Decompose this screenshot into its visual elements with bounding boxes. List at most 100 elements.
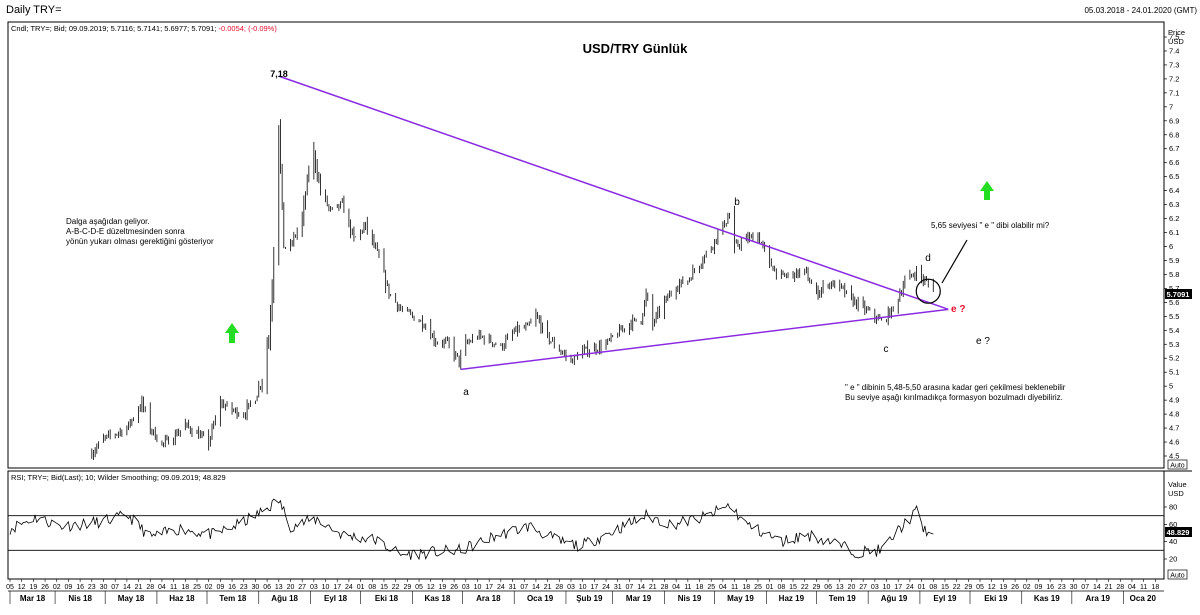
week-tick-label: 31	[614, 584, 622, 591]
price-auto-scale-button[interactable]	[1167, 459, 1188, 470]
rsi-axis-unit: USD	[1168, 489, 1184, 498]
week-tick-label: 07	[111, 584, 119, 591]
price-tick-label: 4.7	[1169, 424, 1179, 433]
rsi-info-line: RSI; TRY=; Bid(Last); 10; Wilder Smoothi…	[11, 473, 226, 482]
month-label: Kas 18	[425, 594, 451, 603]
month-label: Ara 19	[1085, 594, 1110, 603]
week-tick-label: 29	[403, 584, 411, 591]
date-range: 05.03.2018 - 24.01.2020 (GMT)	[1084, 6, 1197, 15]
week-tick-label: 21	[135, 584, 143, 591]
month-label: Mar 18	[20, 594, 46, 603]
week-tick-label: 18	[181, 584, 189, 591]
price-tick-label: 6	[1169, 242, 1173, 251]
month-label: May 19	[727, 594, 754, 603]
price-auto-label: Auto	[1170, 463, 1185, 470]
month-label: Haz 18	[169, 594, 195, 603]
week-tick-label: 14	[637, 584, 645, 591]
price-tick-label: 6.2	[1169, 214, 1179, 223]
price-tick-label: 7.1	[1169, 88, 1179, 97]
price-tick-label: 6.4	[1169, 186, 1179, 195]
wave-e-red-label: e ?	[951, 304, 965, 315]
peak-label: 7,18	[270, 69, 288, 79]
month-label: Mar 19	[626, 594, 652, 603]
week-tick-label: 21	[649, 584, 657, 591]
week-tick-label: 04	[1128, 584, 1136, 591]
rsi-auto-label: Auto	[1170, 573, 1185, 580]
week-tick-label: 27	[298, 584, 306, 591]
price-tick-label: 6.3	[1169, 200, 1179, 209]
week-tick-label: 06	[824, 584, 832, 591]
chart-title: USD/TRY Günlük	[583, 41, 689, 56]
week-tick-label: 24	[602, 584, 610, 591]
week-tick-label: 21	[1105, 584, 1113, 591]
week-tick-label: 04	[158, 584, 166, 591]
week-tick-label: 17	[333, 584, 341, 591]
week-tick-label: 01	[766, 584, 774, 591]
month-label: Kas 19	[1034, 594, 1060, 603]
rsi-tick-label: 60	[1169, 520, 1177, 529]
price-tick-label: 6.5	[1169, 172, 1179, 181]
wave-b-label: b	[734, 197, 740, 208]
month-label: Eyl 19	[933, 594, 957, 603]
week-tick-label: 18	[742, 584, 750, 591]
week-tick-label: 09	[1035, 584, 1043, 591]
week-tick-label: 23	[88, 584, 96, 591]
month-label: Nis 19	[678, 594, 702, 603]
week-tick-label: 23	[240, 584, 248, 591]
week-tick-label: 24	[345, 584, 353, 591]
week-tick-label: 04	[719, 584, 727, 591]
price-panel-frame	[7, 21, 1165, 469]
week-tick-label: 01	[918, 584, 926, 591]
price-tick-label: 4.8	[1169, 410, 1179, 419]
week-tick-label: 26	[41, 584, 49, 591]
week-tick-label: 13	[836, 584, 844, 591]
week-tick-label: 22	[953, 584, 961, 591]
week-tick-label: 28	[146, 584, 154, 591]
week-tick-label: 20	[287, 584, 295, 591]
last-rsi-label: 48.829	[1167, 528, 1190, 537]
note-bottom-line-1: " e " dibinin 5,48-5,50 arasına kadar ge…	[845, 383, 1066, 392]
price-tick-label: 7.5	[1169, 33, 1179, 42]
price-tick-label: 5.5	[1169, 312, 1179, 321]
week-tick-label: 14	[1093, 584, 1101, 591]
note-question: 5,65 seviyesi " e " dibi olabilir mi?	[931, 221, 1050, 230]
wave-c-label: c	[884, 344, 889, 355]
week-tick-label: 16	[228, 584, 236, 591]
wave-e-label: e ?	[976, 336, 990, 347]
week-tick-label: 26	[1011, 584, 1019, 591]
week-tick-label: 09	[65, 584, 73, 591]
price-tick-label: 6.6	[1169, 158, 1179, 167]
week-tick-label: 16	[76, 584, 84, 591]
week-tick-label: 19	[29, 584, 37, 591]
week-tick-label: 18	[696, 584, 704, 591]
week-tick-label: 09	[216, 584, 224, 591]
week-tick-label: 07	[520, 584, 528, 591]
month-label: Haz 19	[779, 594, 805, 603]
week-tick-label: 19	[999, 584, 1007, 591]
week-tick-label: 12	[988, 584, 996, 591]
week-tick-label: 28	[661, 584, 669, 591]
week-tick-label: 30	[1070, 584, 1078, 591]
price-info-line: Cndl; TRY=; Bid; 09.09.2019; 5.7116; 5.7…	[11, 24, 277, 33]
month-label: May 18	[118, 594, 145, 603]
week-tick-label: 10	[474, 584, 482, 591]
price-tick-label: 5.2	[1169, 354, 1179, 363]
week-tick-label: 10	[322, 584, 330, 591]
price-tick-label: 6.1	[1169, 228, 1179, 237]
month-label: Nis 18	[68, 594, 92, 603]
week-tick-label: 02	[53, 584, 61, 591]
week-tick-label: 27	[859, 584, 867, 591]
rsi-axis-title: Value	[1168, 480, 1187, 489]
week-tick-label: 25	[193, 584, 201, 591]
week-tick-label: 05	[415, 584, 423, 591]
week-tick-label: 03	[567, 584, 575, 591]
month-label: Tem 19	[829, 594, 857, 603]
last-price-label: 5.7091	[1167, 290, 1190, 299]
week-tick-label: 18	[1151, 584, 1159, 591]
rsi-auto-scale-button[interactable]	[1167, 569, 1188, 580]
week-tick-label: 28	[555, 584, 563, 591]
triangle-upper-line	[278, 75, 949, 311]
week-tick-label: 22	[801, 584, 809, 591]
week-tick-label: 02	[205, 584, 213, 591]
